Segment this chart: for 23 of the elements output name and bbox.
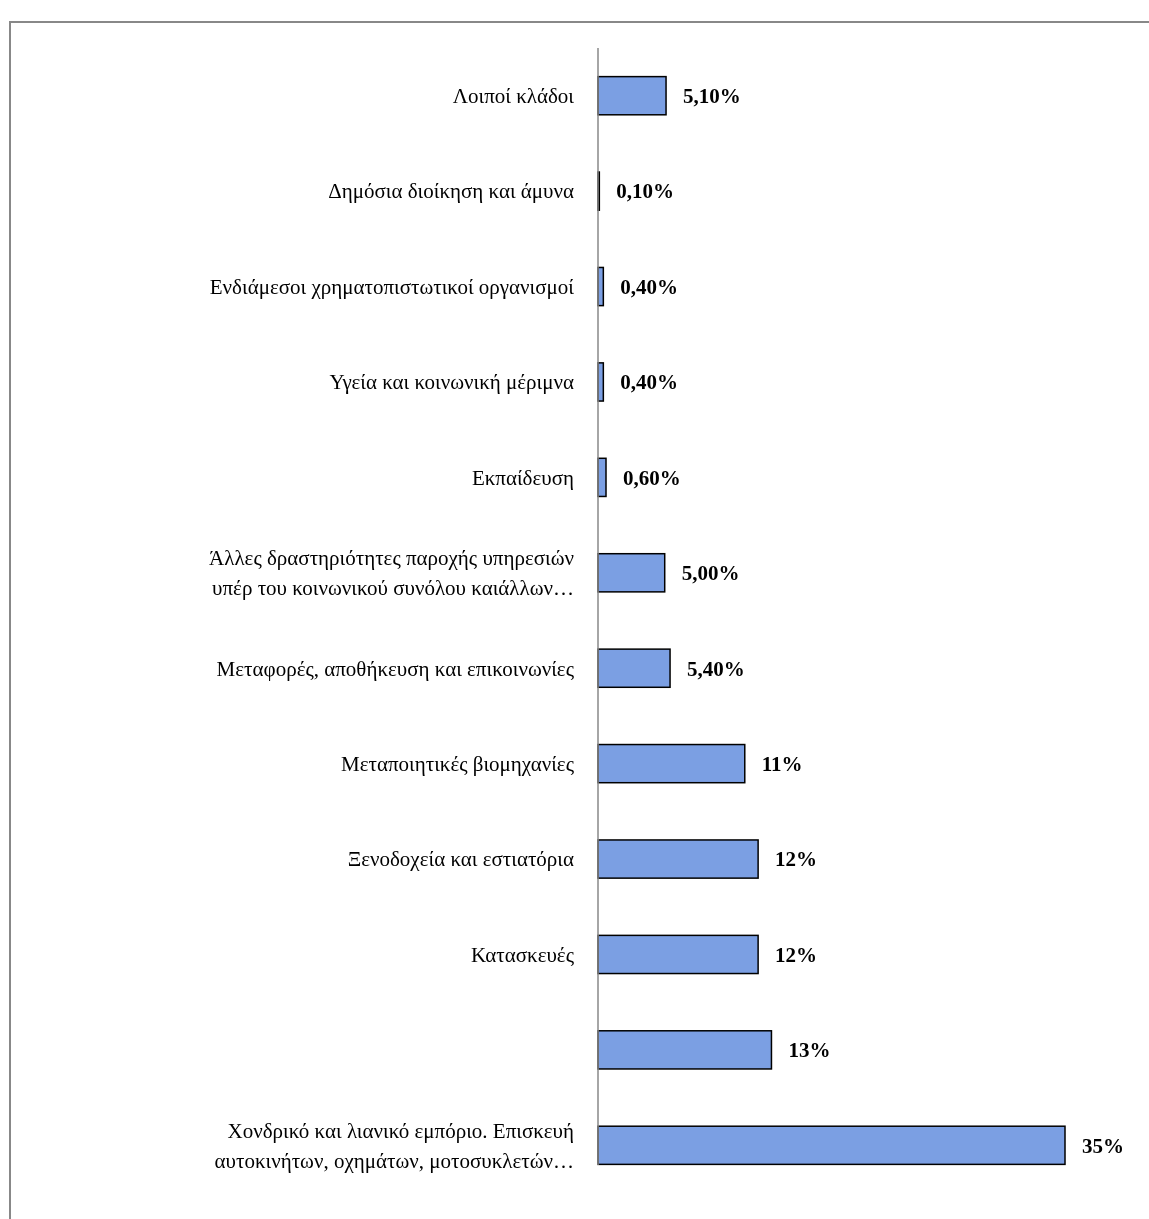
y-tick-label: Άλλες δραστηριότητες παροχής υπηρεσιών υπέρ του κοινωνικού συνόλου καιάλλων… <box>209 546 574 601</box>
y-tick-label: Κατασκευές <box>470 942 575 967</box>
y-tick-label: Μεταποιητικές βιομηχανίες <box>341 751 575 776</box>
y-tick-label: Λοιποί κλάδοι <box>452 84 575 109</box>
y-tick-label: Δημόσια διοίκηση και άμυνα <box>328 179 574 204</box>
data-label: 12% <box>775 942 818 967</box>
y-tick-label: Ενδιάμεσοι χρηματοπιστωτικοί οργανισμοί <box>209 274 575 299</box>
data-label: 12% <box>775 847 818 872</box>
data-label: 11% <box>761 751 803 776</box>
data-label: 0,40% <box>620 370 679 395</box>
data-label: 13% <box>788 1038 831 1063</box>
y-tick-label: Εκπαίδευση <box>471 465 574 490</box>
y-tick-label: Υγεία και κοινωνική μέριμνα <box>329 370 574 395</box>
data-label: 35% <box>1082 1133 1124 1158</box>
data-label: 0,10% <box>616 179 675 204</box>
data-label: 0,60% <box>623 465 681 490</box>
data-label: 5,00% <box>681 561 740 586</box>
y-tick-label: Χονδρικό και λιανικό εμπόριο. Επισκευή αυτοκινήτων, οχημάτων, μοτοσυκλετών… <box>214 1118 574 1173</box>
data-label: 0,40% <box>620 274 679 299</box>
y-tick-label: Ξενοδοχεία και εστιατόρια <box>347 847 574 872</box>
data-label: 5,10% <box>683 84 741 109</box>
y-tick-label: Μεταφορές, αποθήκευση και επικοινωνίες <box>216 656 575 681</box>
data-label: 5,40% <box>687 656 745 681</box>
